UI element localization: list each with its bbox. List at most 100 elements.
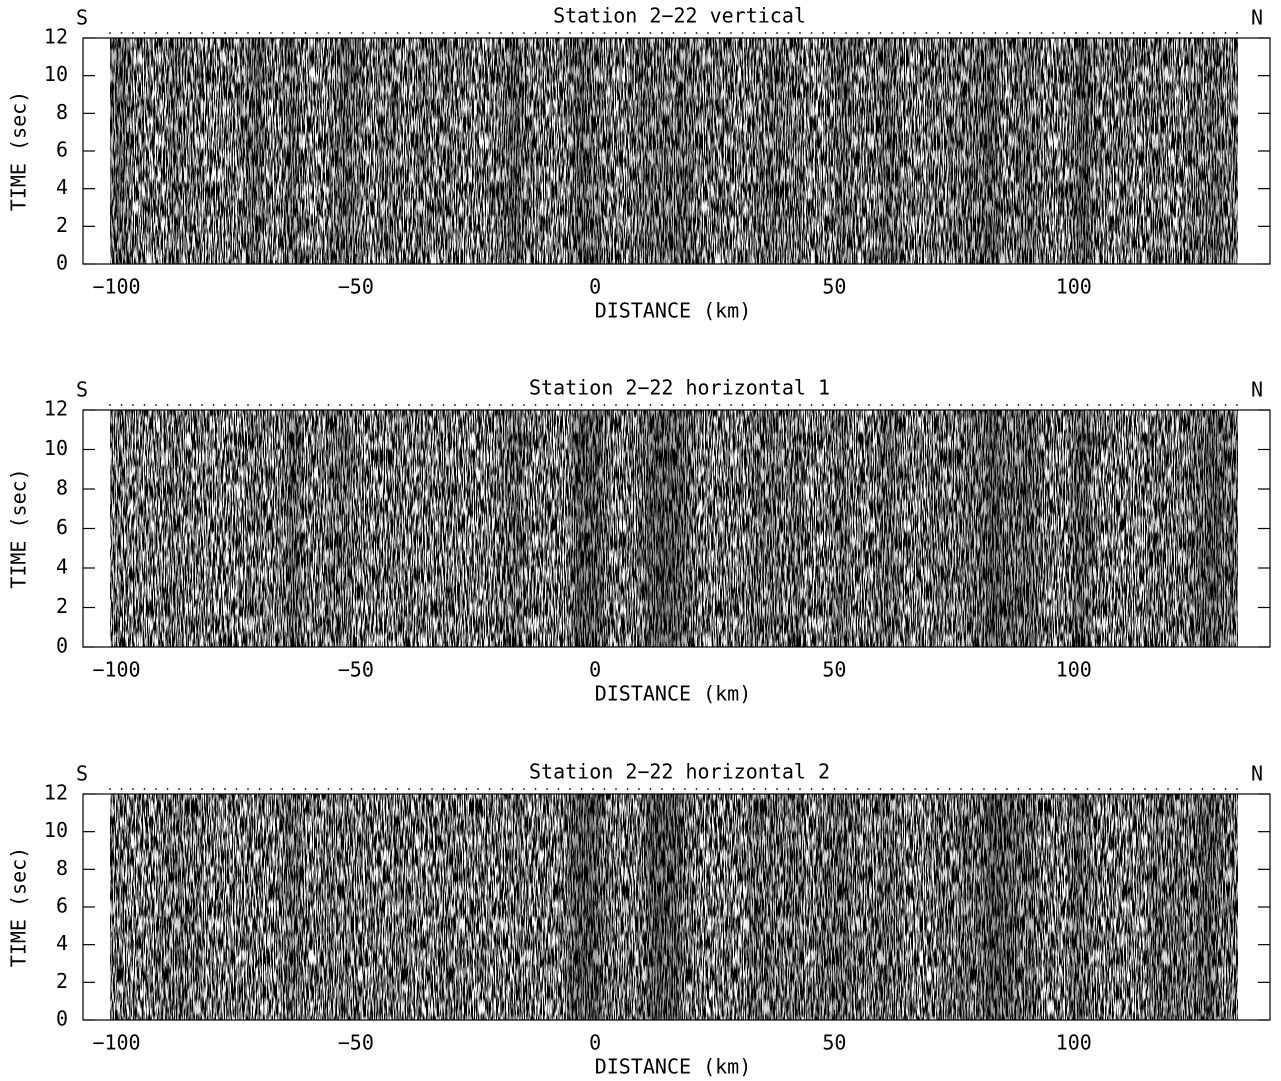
left-label: S: [76, 378, 88, 402]
x-axis-label: DISTANCE (km): [595, 299, 752, 323]
y-tick-label: 12: [44, 25, 68, 49]
station-dot: [580, 32, 583, 34]
station-dot: [879, 32, 882, 34]
station-dot: [350, 788, 353, 790]
station-dot: [960, 404, 962, 406]
station-dot: [523, 404, 525, 406]
station-dot: [661, 32, 663, 34]
station-dot: [1190, 32, 1192, 34]
y-tick-label: 8: [56, 476, 68, 500]
y-tick-label: 4: [56, 931, 68, 955]
station-dot: [1201, 32, 1204, 34]
station-dot: [638, 32, 640, 34]
y-tick-label: 4: [56, 555, 68, 579]
station-dot: [787, 404, 790, 406]
station-dot: [339, 788, 341, 790]
station-dot: [776, 404, 778, 406]
right-label: N: [1251, 762, 1263, 786]
station-dot: [672, 404, 675, 406]
station-dot: [1052, 788, 1054, 790]
station-dot: [960, 32, 962, 34]
station-dot: [477, 404, 479, 406]
station-dot: [511, 32, 514, 34]
station-dot: [385, 404, 387, 406]
x-tick-label: 100: [1056, 658, 1092, 682]
station-dot: [1086, 788, 1089, 790]
station-dot: [925, 404, 928, 406]
x-tick-label: −100: [92, 275, 140, 299]
station-dot: [948, 32, 951, 34]
station-dot: [1063, 404, 1066, 406]
station-dot: [994, 404, 997, 406]
station-dot: [408, 788, 410, 790]
station-dot: [488, 32, 491, 34]
station-dot: [431, 788, 433, 790]
station-dot: [143, 404, 146, 406]
y-tick-label: 10: [44, 62, 68, 86]
station-dot: [1178, 404, 1181, 406]
station-dot: [1224, 788, 1227, 790]
station-dot: [845, 788, 847, 790]
station-dot: [948, 404, 951, 406]
station-dot: [258, 788, 261, 790]
y-tick-label: 8: [56, 856, 68, 880]
station-dot: [580, 788, 583, 790]
station-dot: [1017, 404, 1020, 406]
station-dot: [396, 404, 399, 406]
station-dot: [212, 404, 215, 406]
station-dot: [695, 32, 698, 34]
station-dot: [626, 32, 629, 34]
station-dot: [511, 404, 514, 406]
station-dot: [684, 32, 686, 34]
station-dot: [1121, 404, 1123, 406]
station-dot: [822, 404, 824, 406]
station-dot: [546, 32, 548, 34]
station-dot: [891, 788, 893, 790]
station-dot: [1213, 32, 1215, 34]
station-dot: [270, 404, 272, 406]
station-dot: [569, 788, 571, 790]
station-dot: [362, 404, 364, 406]
station-dot: [155, 404, 157, 406]
station-dot: [1213, 404, 1215, 406]
y-tick-label: 12: [44, 397, 68, 421]
x-tick-label: −50: [338, 275, 374, 299]
panel-title: Station 2−22 horizontal 2: [529, 760, 830, 784]
station-dot: [799, 32, 801, 34]
station-dot: [373, 788, 376, 790]
station-dot: [523, 32, 525, 34]
station-dot: [695, 404, 698, 406]
station-dot: [799, 788, 801, 790]
station-dot: [615, 32, 617, 34]
x-tick-label: 0: [589, 658, 601, 682]
station-dot: [741, 788, 744, 790]
station-dot: [534, 32, 537, 34]
station-dot: [178, 404, 180, 406]
x-tick-label: 50: [822, 1031, 846, 1055]
station-dot: [546, 788, 548, 790]
panel: Station 2−22 horizontal 1 S N DISTANCE (km)…: [7, 376, 1271, 706]
right-label: N: [1251, 378, 1263, 402]
station-dot: [385, 788, 387, 790]
station-dot: [1098, 788, 1100, 790]
panel: Station 2−22 vertical S N DISTANCE (km) TIME…: [7, 4, 1271, 323]
station-dot: [718, 788, 721, 790]
station-dot: [488, 404, 491, 406]
station-dot: [1109, 32, 1112, 34]
x-tick-label: −50: [338, 658, 374, 682]
station-dot: [212, 32, 215, 34]
station-dot: [1132, 32, 1135, 34]
station-dot: [856, 32, 859, 34]
station-dot: [948, 788, 951, 790]
y-tick-label: 2: [56, 969, 68, 993]
station-dot: [661, 404, 663, 406]
station-dot: [902, 404, 905, 406]
station-dot: [1155, 788, 1158, 790]
station-dot: [109, 788, 111, 790]
station-dot: [442, 788, 445, 790]
x-axis-label: DISTANCE (km): [595, 682, 752, 706]
station-dot: [419, 32, 422, 34]
station-dot: [960, 788, 962, 790]
station-dot: [373, 32, 376, 34]
